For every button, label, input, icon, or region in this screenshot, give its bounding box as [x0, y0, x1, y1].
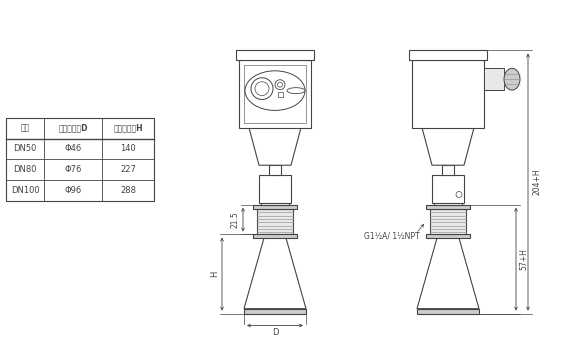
Bar: [244, 309, 306, 314]
Bar: [434, 203, 462, 205]
Bar: [430, 209, 466, 235]
Bar: [442, 165, 454, 175]
Text: 227: 227: [120, 165, 136, 174]
Bar: [426, 235, 470, 238]
Text: DN50: DN50: [13, 144, 37, 153]
Circle shape: [275, 80, 285, 89]
Circle shape: [456, 192, 462, 198]
Polygon shape: [249, 127, 301, 165]
Bar: [277, 92, 282, 97]
Text: 喇叭口直径D: 喇叭口直径D: [58, 124, 88, 133]
Bar: [484, 68, 504, 90]
Text: 204+H: 204+H: [532, 169, 541, 195]
Text: Φ46: Φ46: [64, 144, 82, 153]
Text: H: H: [210, 271, 219, 277]
Text: DN80: DN80: [13, 165, 37, 174]
Bar: [432, 175, 464, 203]
Text: DN100: DN100: [11, 186, 39, 195]
Text: 喇叭口高度H: 喇叭口高度H: [113, 124, 143, 133]
Bar: [269, 165, 281, 175]
Bar: [261, 203, 289, 205]
Bar: [259, 175, 291, 203]
Ellipse shape: [245, 71, 305, 111]
Text: 57+H: 57+H: [519, 248, 528, 270]
Bar: [244, 65, 306, 123]
Text: 288: 288: [120, 186, 136, 195]
Bar: [412, 60, 484, 127]
Bar: [426, 205, 470, 209]
Circle shape: [277, 82, 282, 87]
Polygon shape: [422, 127, 474, 165]
Circle shape: [255, 82, 269, 96]
Bar: [6, 118, 154, 201]
Bar: [236, 51, 314, 60]
Text: D: D: [272, 328, 278, 337]
Bar: [257, 209, 293, 235]
Bar: [239, 60, 311, 127]
Ellipse shape: [504, 68, 520, 90]
Bar: [409, 51, 487, 60]
Circle shape: [251, 78, 273, 100]
Text: Φ96: Φ96: [64, 186, 82, 195]
Bar: [417, 309, 479, 314]
Bar: [253, 205, 297, 209]
Bar: [253, 235, 297, 238]
Text: G1½A/ 1½NPT: G1½A/ 1½NPT: [364, 232, 420, 241]
Ellipse shape: [287, 88, 305, 94]
Polygon shape: [244, 235, 306, 309]
Polygon shape: [417, 235, 479, 309]
Text: 140: 140: [120, 144, 136, 153]
Text: 21.5: 21.5: [231, 211, 240, 228]
Text: Φ76: Φ76: [64, 165, 82, 174]
Text: 法兰: 法兰: [20, 124, 30, 133]
